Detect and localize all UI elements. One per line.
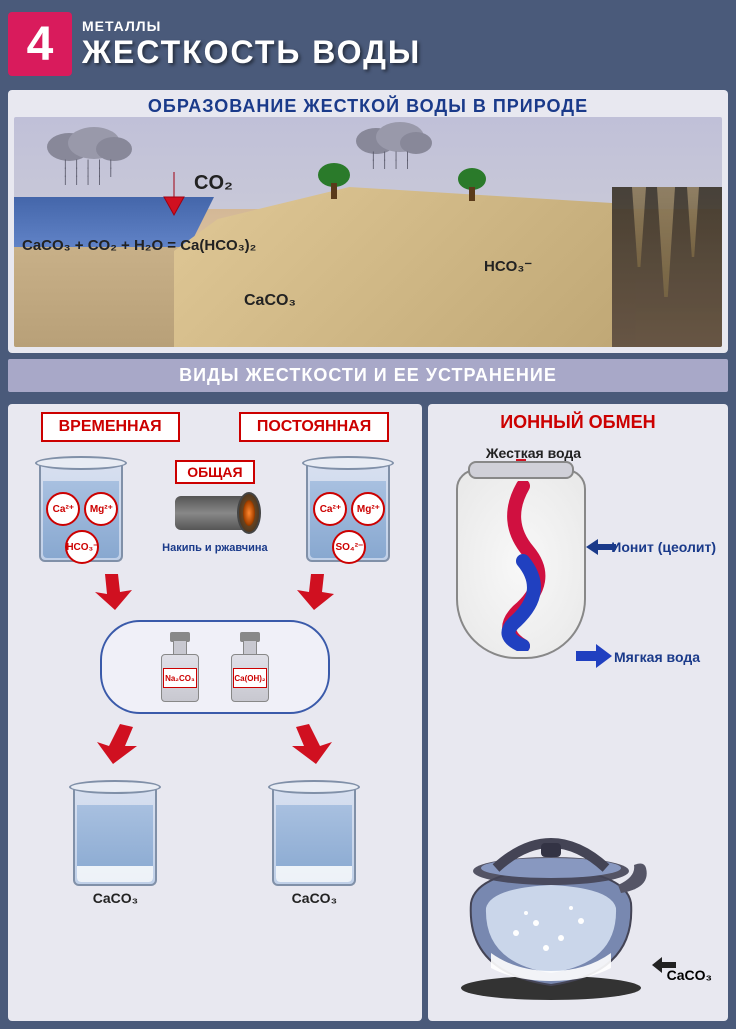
temporary-label: ВРЕМЕННАЯ <box>41 412 180 442</box>
arrow-down-icon <box>90 572 140 612</box>
tree-icon <box>454 167 490 210</box>
ion-exchange-title: ИОННЫЙ ОБМЕН <box>436 412 720 433</box>
general-label: ОБЩАЯ <box>175 460 254 484</box>
caco3-rock-label: CaCO₃ <box>244 292 296 310</box>
ion-badge: Mg²⁺ <box>351 492 385 526</box>
tree-icon <box>314 161 354 208</box>
co2-arrow-icon <box>154 167 194 222</box>
scale-caption: Накипь и ржавчина <box>162 542 268 554</box>
result-label: CaCO₃ <box>65 890 165 906</box>
cloud-icon: | | | || | | | <box>354 121 434 157</box>
ion-badge: SO₄²⁻ <box>332 530 366 564</box>
category-label: МЕТАЛЛЫ <box>82 18 421 34</box>
result-label: CaCO₃ <box>264 890 364 906</box>
lesson-number: 4 <box>8 12 72 76</box>
arrow-down-icon <box>289 572 339 612</box>
header: 4 МЕТАЛЛЫ ЖЕСТКОСТЬ ВОДЫ <box>8 8 728 84</box>
beaker-result <box>264 776 364 886</box>
soft-water-label: Мягкая вода <box>614 649 700 665</box>
ionite-label: Ионит (цеолит) <box>611 539 716 555</box>
ion-badge: Ca²⁺ <box>313 492 347 526</box>
reagents-box: Na₂CO₃ Ca(OH)₂ <box>100 620 330 714</box>
cloud-icon: | | | | || | | | || | | | <box>44 125 134 165</box>
arrow-right-icon <box>576 644 612 668</box>
flow-curve-icon <box>488 481 558 651</box>
ion-column <box>456 469 586 659</box>
permanent-label: ПОСТОЯННАЯ <box>239 412 389 442</box>
equation: CaCO₃ + CO₂ + H₂O = Ca(HCO₃)₂ <box>22 237 256 254</box>
main-title: ЖЕСТКОСТЬ ВОДЫ <box>82 34 421 71</box>
nature-scene: | | | | || | | | || | | | | | | || | | | <box>14 117 722 347</box>
reagent-label: Ca(OH)₂ <box>233 668 267 688</box>
ion-badge: Ca²⁺ <box>46 492 80 526</box>
ion-badge: Mg²⁺ <box>84 492 118 526</box>
ion-badge: HCO₃⁻ <box>65 530 99 564</box>
arrow-down-icon <box>85 722 145 766</box>
nature-title: ОБРАЗОВАНИЕ ЖЕСТКОЙ ВОДЫ В ПРИРОДЕ <box>14 96 722 117</box>
co2-label: CO₂ <box>194 172 233 195</box>
kettle-icon <box>446 813 656 1003</box>
beaker-result <box>65 776 165 886</box>
reagent-label: Na₂CO₃ <box>163 668 197 688</box>
cave-photo <box>612 187 722 347</box>
hardness-types-panel: ВРЕМЕННАЯ ПОСТОЯННАЯ Ca²⁺ Mg²⁺ HCO₃⁻ ОБЩ… <box>8 404 422 1021</box>
nature-panel: ОБРАЗОВАНИЕ ЖЕСТКОЙ ВОДЫ В ПРИРОДЕ | | |… <box>8 90 728 353</box>
types-title: ВИДЫ ЖЕСТКОСТИ И ЕЕ УСТРАНЕНИЕ <box>8 359 728 392</box>
beaker-permanent: Ca²⁺ Mg²⁺ SO₄²⁻ <box>298 452 398 562</box>
arrow-down-icon <box>284 722 344 766</box>
arrow-left-icon <box>652 957 676 973</box>
ion-exchange-diagram: Жесткая вода Ионит (цеолит) Мягкая вода <box>436 439 720 777</box>
beaker-temporary: Ca²⁺ Mg²⁺ HCO₃⁻ <box>31 452 131 562</box>
kettle-diagram: CaCO₃ <box>436 783 720 1013</box>
reagent-bottle: Na₂CO₃ <box>155 632 205 702</box>
pipe-diagram <box>175 488 255 538</box>
hco3-label: HCO₃⁻ <box>484 257 532 275</box>
reagent-bottle: Ca(OH)₂ <box>225 632 275 702</box>
